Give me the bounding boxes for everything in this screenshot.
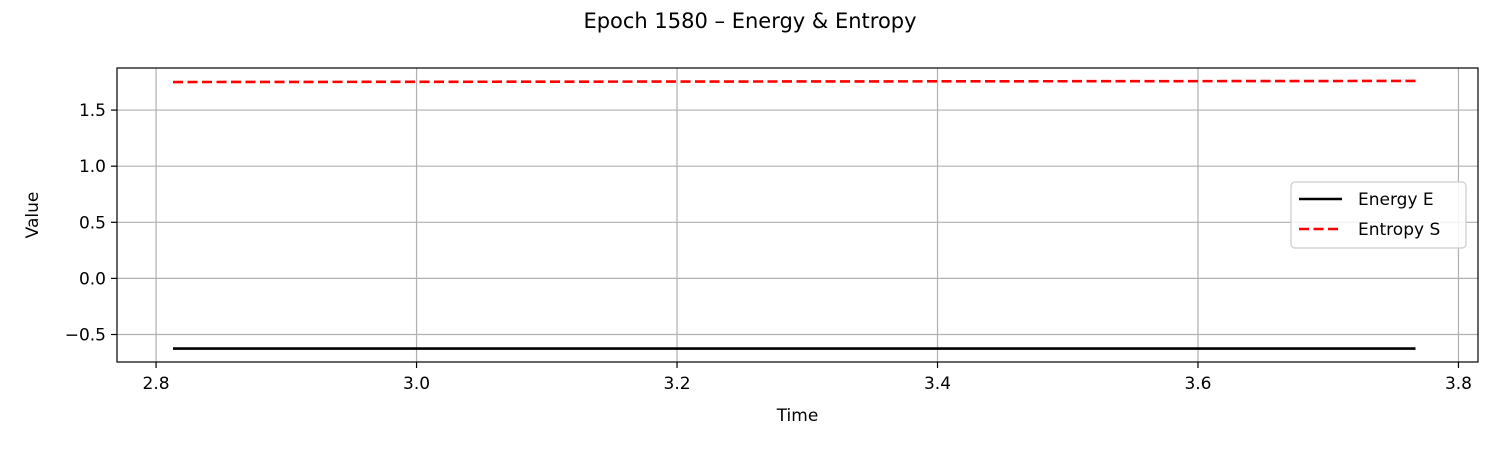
legend: Energy E Entropy S	[1290, 181, 1467, 249]
series-line-1	[172, 79, 1416, 84]
x-tick-label: 3.8	[1445, 374, 1472, 394]
grid	[117, 68, 1478, 362]
y-tick-label: 1.0	[79, 157, 106, 177]
x-tick-label: 3.4	[924, 374, 951, 394]
x-axis: 2.8 3.0 3.2 3.4 3.6 3.8	[143, 362, 1472, 394]
x-tick-label: 3.2	[664, 374, 691, 394]
y-axis-label: Value	[23, 192, 43, 239]
plot-area-frame	[116, 67, 1479, 363]
y-tick-label: 0.0	[79, 269, 106, 289]
legend-label: Entropy S	[1358, 220, 1440, 240]
chart-title: Epoch 1580 – Energy & Entropy	[583, 9, 916, 33]
y-axis: −0.5 0.0 0.5 1.0 1.5	[65, 101, 117, 346]
legend-label: Energy E	[1358, 190, 1434, 210]
x-tick-label: 3.0	[403, 374, 430, 394]
x-axis-label: Time	[776, 406, 819, 426]
series-layer	[172, 79, 1416, 350]
y-tick-label: −0.5	[65, 326, 106, 346]
x-tick-label: 2.8	[143, 374, 170, 394]
y-tick-label: 1.5	[79, 101, 106, 121]
x-tick-label: 3.6	[1184, 374, 1211, 394]
y-tick-label: 0.5	[79, 213, 106, 233]
